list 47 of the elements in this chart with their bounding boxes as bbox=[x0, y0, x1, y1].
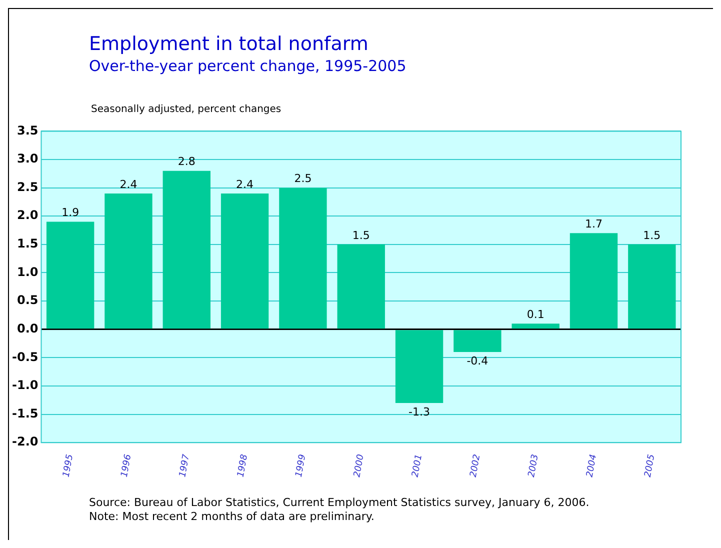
x-tick-label: 1999 bbox=[294, 453, 308, 478]
bar bbox=[337, 244, 385, 329]
x-tick-label: 2005 bbox=[643, 453, 658, 478]
data-label: 2.5 bbox=[294, 172, 312, 186]
y-tick-label: 3.5 bbox=[16, 123, 38, 138]
y-tick-label: 2.5 bbox=[16, 180, 38, 194]
bar bbox=[395, 330, 444, 403]
y-tick-label: -2.0 bbox=[12, 434, 38, 449]
bar bbox=[628, 244, 676, 329]
bar bbox=[454, 330, 502, 352]
y-tick-label: 2.0 bbox=[16, 208, 38, 222]
y-axis-title: Seasonally adjusted, percent changes bbox=[91, 104, 282, 115]
data-label: -0.4 bbox=[466, 354, 488, 368]
y-tick-label: -1.0 bbox=[12, 378, 38, 392]
x-tick-label: 1998 bbox=[236, 453, 250, 478]
data-label: 2.4 bbox=[236, 178, 254, 191]
y-tick-label: 3.0 bbox=[16, 152, 38, 166]
x-tick-label: 2004 bbox=[585, 453, 600, 478]
y-tick-label: -1.5 bbox=[12, 406, 38, 420]
x-tick-label: 1996 bbox=[120, 453, 134, 478]
bar bbox=[220, 193, 269, 329]
x-tick-label: 2003 bbox=[527, 453, 541, 478]
data-label: 0.1 bbox=[526, 308, 544, 322]
bar bbox=[104, 193, 152, 329]
bar bbox=[279, 188, 327, 329]
text: Note: Most recent 2 months of data are preliminary. bbox=[89, 510, 376, 524]
bar bbox=[162, 170, 210, 329]
chart-title: Employment in total nonfarm bbox=[89, 33, 368, 55]
x-tick-label: 2000 bbox=[352, 453, 366, 478]
source-note: Source: Bureau of Labor Statistics, Current Employment Statistics survey, January 6, 2006. bbox=[89, 496, 590, 510]
data-label: 1.5 bbox=[643, 228, 661, 242]
bar bbox=[570, 233, 618, 329]
y-tick-label: 1.0 bbox=[16, 264, 38, 279]
x-tick-label: 2001 bbox=[410, 454, 425, 478]
y-tick-label: 0.5 bbox=[16, 293, 38, 308]
y-tick-label: 0.0 bbox=[16, 321, 38, 336]
y-tick-label: -0.5 bbox=[12, 350, 38, 364]
bar bbox=[512, 324, 560, 329]
x-tick-label: 1995 bbox=[62, 453, 76, 478]
data-label: 1.5 bbox=[352, 228, 370, 242]
data-label: 1.7 bbox=[585, 217, 603, 230]
bar bbox=[46, 222, 94, 329]
y-tick-label: 1.5 bbox=[16, 236, 38, 251]
x-tick-label: 1997 bbox=[178, 453, 192, 478]
chart-subtitle: Over-the-year percent change, 1995-2005 bbox=[89, 57, 406, 75]
data-label: 2.4 bbox=[120, 178, 138, 191]
x-tick-label: 2002 bbox=[468, 453, 483, 478]
